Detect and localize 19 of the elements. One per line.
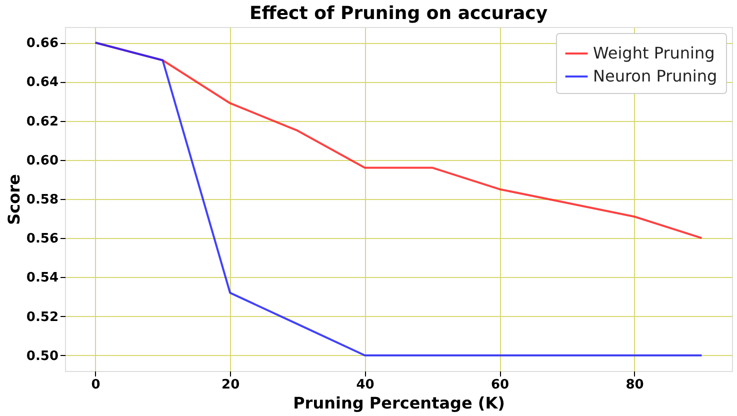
y-tick-label: 0.64 (26, 75, 58, 90)
x-tick-label: 20 (222, 378, 240, 392)
x-tick-label: 60 (491, 378, 510, 392)
chart-title: Effect of Pruning on accuracy (249, 3, 548, 24)
y-tick-label: 0.54 (26, 270, 58, 286)
x-tick-label: 40 (356, 378, 374, 392)
x-tick-label: 80 (626, 378, 644, 392)
y-tick-label: 0.50 (26, 348, 58, 364)
legend-label: Neuron Pruning (593, 66, 718, 86)
y-axis-title: Score (4, 174, 24, 225)
y-tick-label: 0.58 (26, 192, 58, 208)
x-axis-title: Pruning Percentage (K) (293, 394, 505, 412)
y-tick-label: 0.62 (26, 114, 58, 130)
y-tick-label: 0.52 (26, 310, 58, 325)
y-tick-label: 0.56 (26, 232, 58, 247)
legend-label: Weight Pruning (593, 44, 715, 62)
y-tick-label: 0.66 (26, 36, 58, 52)
x-tick-label: 0 (91, 378, 100, 392)
y-tick-label: 0.60 (26, 153, 58, 168)
